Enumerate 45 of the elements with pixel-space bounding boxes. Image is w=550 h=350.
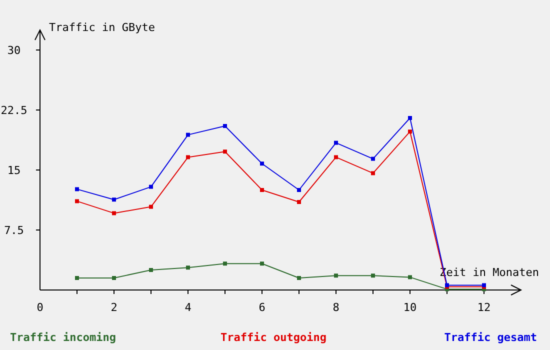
y-axis-title: Traffic in GByte — [49, 21, 155, 34]
y-tick-label: 30 — [7, 44, 21, 57]
x-tick-label: 10 — [403, 301, 417, 314]
point — [260, 162, 264, 166]
point — [75, 199, 79, 204]
point — [186, 266, 190, 270]
x-tick-label: 6 — [258, 301, 266, 314]
point — [223, 150, 227, 154]
x-tick-label: 8 — [332, 301, 340, 314]
point — [408, 130, 412, 134]
point — [186, 132, 190, 137]
point — [260, 262, 264, 266]
point — [371, 274, 375, 278]
point — [112, 276, 116, 280]
x-tick-label: 0 — [36, 301, 44, 314]
y-tick-label: 7.5 — [4, 224, 24, 237]
point — [112, 198, 116, 202]
text: Traffic gesamt — [444, 331, 537, 344]
point — [223, 262, 227, 266]
x-tick-label: 2 — [110, 301, 118, 314]
point — [371, 156, 375, 161]
point — [186, 155, 190, 160]
point — [223, 124, 227, 128]
y-tick-label: 15 — [7, 164, 21, 177]
x-tick-label: 12 — [477, 301, 491, 314]
point — [260, 188, 264, 192]
point — [334, 140, 338, 145]
point — [408, 275, 412, 280]
point — [408, 116, 412, 120]
y-tick-label: 22.5 — [0, 104, 28, 117]
point — [149, 204, 153, 209]
point — [112, 211, 116, 216]
text: Traffic outgoing — [220, 331, 326, 344]
x-tick-label: 4 — [184, 301, 192, 314]
point — [297, 276, 301, 280]
point — [75, 276, 79, 280]
point — [334, 274, 338, 278]
point — [297, 200, 301, 204]
point — [297, 188, 301, 192]
text: Traffic incoming — [10, 331, 116, 344]
point — [334, 155, 338, 160]
point — [149, 184, 153, 189]
point — [75, 187, 79, 192]
point — [371, 171, 375, 176]
point — [149, 268, 153, 272]
